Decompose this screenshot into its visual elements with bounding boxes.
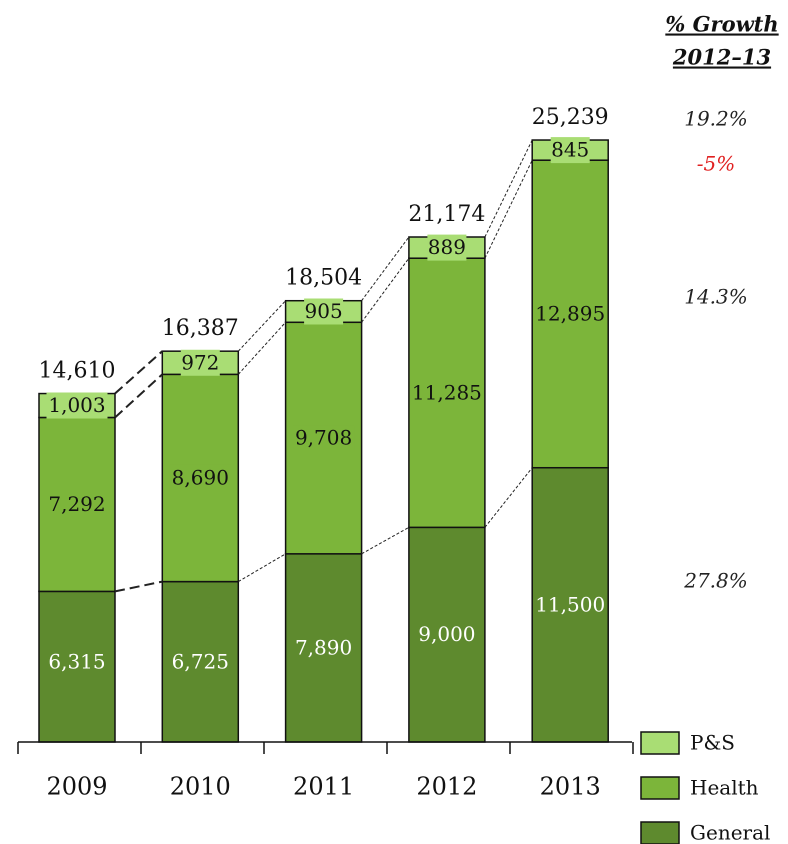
legend-label: General [690, 821, 770, 844]
growth-title: 2012–13 [672, 45, 771, 70]
legend-swatch [640, 821, 680, 844]
total-label: 16,387 [162, 316, 239, 341]
value-label: 9,708 [295, 426, 352, 450]
connector [237, 300, 286, 352]
value-label: 1,003 [48, 393, 105, 417]
label-box [534, 300, 607, 327]
value-label: 9,000 [418, 622, 475, 646]
label-box [46, 392, 108, 419]
value-label: 6,315 [48, 650, 105, 674]
legend-label: Health [690, 776, 759, 800]
connector [361, 257, 410, 323]
total-label: 25,239 [532, 105, 609, 130]
connector [484, 139, 533, 238]
value-label: 11,500 [535, 592, 605, 616]
label-box [304, 298, 344, 325]
label-box [427, 234, 467, 261]
legend-label: P&S [690, 731, 735, 755]
connector [114, 580, 163, 593]
label-box [293, 425, 355, 452]
connector [114, 350, 163, 395]
value-label: 8,690 [172, 465, 229, 489]
connector [361, 526, 410, 555]
label-box [46, 491, 108, 518]
legend-swatch [640, 731, 680, 755]
x-tick-label: 2013 [540, 773, 601, 801]
value-label: 11,285 [412, 380, 482, 404]
growth-label: 14.3% [684, 285, 748, 309]
x-tick-label: 2010 [170, 773, 231, 801]
total-label: 14,610 [39, 359, 116, 384]
label-box [534, 591, 607, 618]
total-label: 21,174 [408, 202, 485, 227]
x-tick-label: 2009 [46, 773, 107, 801]
label-box [46, 649, 108, 675]
growth-label: 19.2% [684, 107, 748, 131]
label-box [169, 464, 231, 491]
growth-label: 27.8% [683, 569, 748, 593]
label-box [550, 137, 590, 164]
x-tick-label: 2011 [293, 773, 354, 801]
label-box [293, 634, 355, 661]
value-label: 7,292 [48, 492, 105, 516]
connector [484, 159, 533, 259]
value-label: 7,890 [295, 635, 352, 659]
connector [114, 373, 163, 419]
connector [238, 553, 286, 583]
total-label: 18,504 [285, 266, 362, 291]
growth-label: -5% [697, 152, 736, 176]
legend-swatch [640, 776, 680, 800]
connector [484, 467, 533, 528]
value-label: 845 [551, 138, 589, 162]
value-label: 905 [305, 299, 343, 323]
connector [237, 321, 286, 375]
label-box [169, 648, 231, 675]
value-label: 12,895 [535, 301, 605, 325]
value-label: 6,725 [172, 649, 229, 673]
growth-title: % Growth [665, 12, 778, 37]
label-box [410, 379, 483, 406]
value-label: 972 [181, 350, 219, 374]
label-box [416, 621, 478, 648]
value-label: 889 [428, 235, 466, 259]
x-tick-label: 2012 [416, 773, 477, 801]
connector [361, 236, 410, 302]
label-box [180, 349, 220, 376]
